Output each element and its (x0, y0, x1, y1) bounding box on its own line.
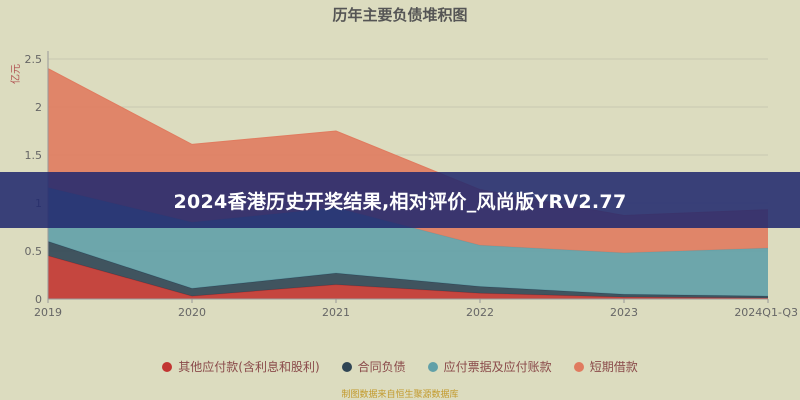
x-tick-label: 2022 (466, 306, 494, 319)
legend-item-3[interactable]: 短期借款 (573, 358, 638, 375)
y-tick-label: 2.5 (25, 53, 43, 66)
area-series-2 (48, 187, 768, 297)
area-series-0 (48, 255, 768, 299)
y-unit-label: 亿元 (9, 64, 22, 84)
legend: 其他应付款(含利息和股利) 合同负债 应付票据及应付账款 短期借款 (0, 358, 800, 375)
x-tick-label: 2019 (34, 306, 62, 319)
legend-swatch (341, 361, 352, 372)
x-tick-label: 2024Q1-Q3 (734, 306, 798, 319)
area-series-1 (48, 241, 768, 298)
legend-item-0[interactable]: 其他应付款(含利息和股利) (162, 358, 320, 375)
legend-label: 短期借款 (589, 360, 638, 374)
legend-swatch (427, 361, 438, 372)
y-tick-label: 1.5 (25, 149, 43, 162)
legend-item-2[interactable]: 应付票据及应付账款 (427, 358, 552, 375)
legend-swatch (573, 361, 584, 372)
y-tick-label: 0.5 (25, 245, 43, 258)
source-footnote: 制图数据来自恒生聚源数据库 (341, 390, 459, 400)
legend-swatch (162, 361, 173, 372)
overlay-banner: 2024香港历史开奖结果,相对评价_风尚版YRV2.77 (0, 172, 800, 228)
x-tick-label: 2023 (610, 306, 638, 319)
legend-label: 合同负债 (357, 360, 406, 374)
y-tick-label: 0 (35, 293, 42, 306)
x-tick-label: 2020 (178, 306, 206, 319)
legend-label: 应付票据及应付账款 (443, 360, 552, 374)
y-tick-label: 2 (35, 101, 42, 114)
chart-title: 历年主要负债堆积图 (332, 6, 468, 24)
banner-text: 2024香港历史开奖结果,相对评价_风尚版YRV2.77 (173, 190, 627, 213)
legend-label: 其他应付款(含利息和股利) (178, 360, 320, 374)
legend-item-1[interactable]: 合同负债 (341, 358, 406, 375)
x-tick-label: 2021 (322, 306, 350, 319)
